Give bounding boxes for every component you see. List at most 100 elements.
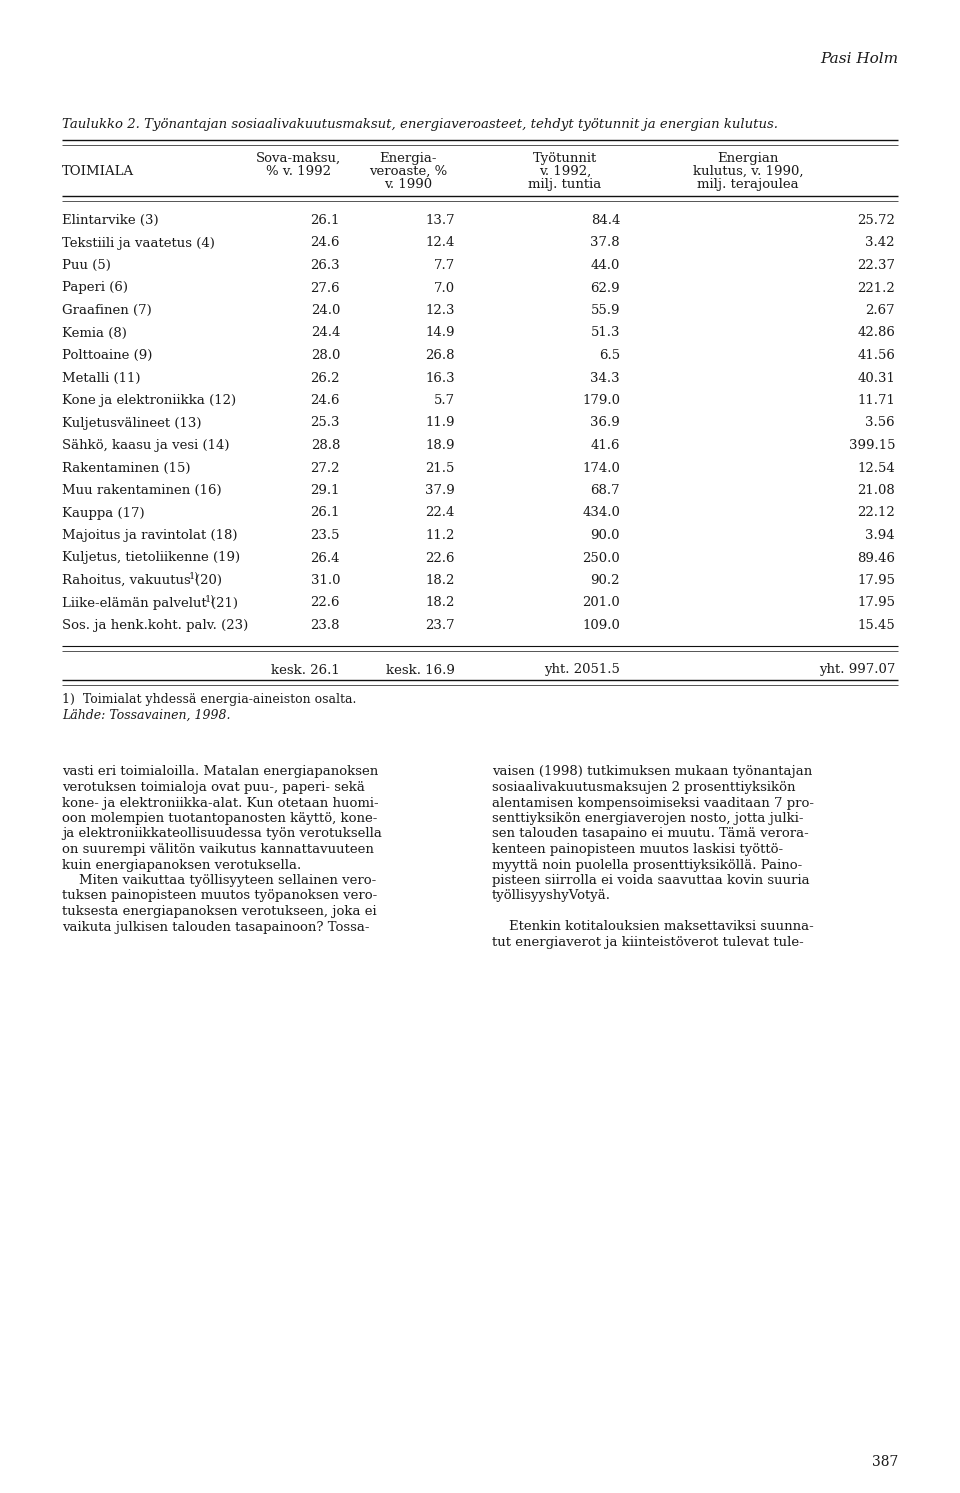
Text: Etenkin kotitalouksien maksettaviksi suunna-: Etenkin kotitalouksien maksettaviksi suu… <box>509 921 814 933</box>
Text: 23.7: 23.7 <box>425 620 455 632</box>
Text: Lähde: Tossavainen, 1998.: Lähde: Tossavainen, 1998. <box>62 709 230 721</box>
Text: sen talouden tasapaino ei muutu. Tämä verora-: sen talouden tasapaino ei muutu. Tämä ve… <box>492 827 808 841</box>
Text: 221.2: 221.2 <box>857 282 895 294</box>
Text: 11.2: 11.2 <box>425 529 455 542</box>
Text: 40.31: 40.31 <box>857 372 895 385</box>
Text: 5.7: 5.7 <box>434 394 455 408</box>
Text: 62.9: 62.9 <box>590 282 620 294</box>
Text: 21.08: 21.08 <box>857 484 895 497</box>
Text: kenteen painopisteen muutos laskisi työttö-: kenteen painopisteen muutos laskisi työt… <box>492 844 783 855</box>
Text: 3.94: 3.94 <box>865 529 895 542</box>
Text: verotuksen toimialoja ovat puu-, paperi- sekä: verotuksen toimialoja ovat puu-, paperi-… <box>62 781 365 794</box>
Text: 23.5: 23.5 <box>310 529 340 542</box>
Text: 90.0: 90.0 <box>590 529 620 542</box>
Text: on suurempi välitön vaikutus kannattavuuteen: on suurempi välitön vaikutus kannattavuu… <box>62 844 373 855</box>
Text: 28.8: 28.8 <box>311 439 340 452</box>
Text: 179.0: 179.0 <box>582 394 620 408</box>
Text: Paperi (6): Paperi (6) <box>62 282 128 294</box>
Text: Metalli (11): Metalli (11) <box>62 372 140 385</box>
Text: Puu (5): Puu (5) <box>62 258 110 272</box>
Text: 22.6: 22.6 <box>425 551 455 564</box>
Text: 387: 387 <box>872 1456 898 1469</box>
Text: 11.71: 11.71 <box>857 394 895 408</box>
Text: 6.5: 6.5 <box>599 349 620 361</box>
Text: 25.72: 25.72 <box>857 213 895 227</box>
Text: 434.0: 434.0 <box>582 506 620 520</box>
Text: 7.7: 7.7 <box>434 258 455 272</box>
Text: TOIMIALA: TOIMIALA <box>62 166 134 178</box>
Text: työllisyyshyVotyä.: työllisyyshyVotyä. <box>492 890 611 902</box>
Text: vaikuta julkisen talouden tasapainoon? Tossa-: vaikuta julkisen talouden tasapainoon? T… <box>62 921 370 933</box>
Text: 37.8: 37.8 <box>590 236 620 249</box>
Text: 27.6: 27.6 <box>310 282 340 294</box>
Text: 28.0: 28.0 <box>311 349 340 361</box>
Text: 24.6: 24.6 <box>310 394 340 408</box>
Text: Sähkö, kaasu ja vesi (14): Sähkö, kaasu ja vesi (14) <box>62 439 229 452</box>
Text: 41.56: 41.56 <box>857 349 895 361</box>
Text: 22.12: 22.12 <box>857 506 895 520</box>
Text: 26.4: 26.4 <box>310 551 340 564</box>
Text: 250.0: 250.0 <box>583 551 620 564</box>
Text: pisteen siirrolla ei voida saavuttaa kovin suuria: pisteen siirrolla ei voida saavuttaa kov… <box>492 873 809 887</box>
Text: 29.1: 29.1 <box>310 484 340 497</box>
Text: Työtunnit: Työtunnit <box>533 152 597 166</box>
Text: Rahoitus, vakuutus (20): Rahoitus, vakuutus (20) <box>62 573 222 587</box>
Text: Kemia (8): Kemia (8) <box>62 327 127 339</box>
Text: Taulukko 2. Työnantajan sosiaalivakuutusmaksut, energiaveroasteet, tehdyt työtun: Taulukko 2. Työnantajan sosiaalivakuutus… <box>62 118 778 131</box>
Text: tut energiaverot ja kiinteistöverot tulevat tule-: tut energiaverot ja kiinteistöverot tule… <box>492 936 804 950</box>
Text: 25.3: 25.3 <box>310 417 340 430</box>
Text: yht. 2051.5: yht. 2051.5 <box>544 663 620 676</box>
Text: tuksen painopisteen muutos työpanoksen vero-: tuksen painopisteen muutos työpanoksen v… <box>62 890 377 902</box>
Text: sosiaalivakuutusmaksujen 2 prosenttiyksikön: sosiaalivakuutusmaksujen 2 prosenttiyksi… <box>492 781 796 794</box>
Text: Energian: Energian <box>717 152 779 166</box>
Text: Liike-elämän palvelut (21): Liike-elämän palvelut (21) <box>62 597 238 609</box>
Text: ja elektroniikkateollisuudessa työn verotuksella: ja elektroniikkateollisuudessa työn vero… <box>62 827 382 841</box>
Text: 42.86: 42.86 <box>857 327 895 339</box>
Text: 2.67: 2.67 <box>865 305 895 317</box>
Text: tuksesta energiapanoksen verotukseen, joka ei: tuksesta energiapanoksen verotukseen, jo… <box>62 905 376 918</box>
Text: 15.45: 15.45 <box>857 620 895 632</box>
Text: 17.95: 17.95 <box>857 597 895 609</box>
Text: Kuljetus, tietoliikenne (19): Kuljetus, tietoliikenne (19) <box>62 551 240 564</box>
Text: 14.9: 14.9 <box>425 327 455 339</box>
Text: Rakentaminen (15): Rakentaminen (15) <box>62 461 190 475</box>
Text: 26.3: 26.3 <box>310 258 340 272</box>
Text: 17.95: 17.95 <box>857 573 895 587</box>
Text: 90.2: 90.2 <box>590 573 620 587</box>
Text: % v. 1992: % v. 1992 <box>266 166 330 178</box>
Text: yht. 997.07: yht. 997.07 <box>819 663 895 676</box>
Text: 27.2: 27.2 <box>310 461 340 475</box>
Text: 13.7: 13.7 <box>425 213 455 227</box>
Text: Kone ja elektroniikka (12): Kone ja elektroniikka (12) <box>62 394 236 408</box>
Text: 68.7: 68.7 <box>590 484 620 497</box>
Text: 24.4: 24.4 <box>311 327 340 339</box>
Text: kesk. 26.1: kesk. 26.1 <box>272 663 340 676</box>
Text: Majoitus ja ravintolat (18): Majoitus ja ravintolat (18) <box>62 529 237 542</box>
Text: 23.8: 23.8 <box>310 620 340 632</box>
Text: 22.37: 22.37 <box>857 258 895 272</box>
Text: 7.0: 7.0 <box>434 282 455 294</box>
Text: 44.0: 44.0 <box>590 258 620 272</box>
Text: 24.0: 24.0 <box>311 305 340 317</box>
Text: 174.0: 174.0 <box>582 461 620 475</box>
Text: Miten vaikuttaa työllisyyteen sellainen vero-: Miten vaikuttaa työllisyyteen sellainen … <box>79 873 376 887</box>
Text: 3.56: 3.56 <box>865 417 895 430</box>
Text: 89.46: 89.46 <box>857 551 895 564</box>
Text: 31.0: 31.0 <box>310 573 340 587</box>
Text: 201.0: 201.0 <box>583 597 620 609</box>
Text: vasti eri toimialoilla. Matalan energiapanoksen: vasti eri toimialoilla. Matalan energiap… <box>62 766 378 778</box>
Text: Kuljetusvälineet (13): Kuljetusvälineet (13) <box>62 417 202 430</box>
Text: vaisen (1998) tutkimuksen mukaan työnantajan: vaisen (1998) tutkimuksen mukaan työnant… <box>492 766 812 778</box>
Text: 399.15: 399.15 <box>849 439 895 452</box>
Text: alentamisen kompensoimiseksi vaaditaan 7 pro-: alentamisen kompensoimiseksi vaaditaan 7… <box>492 796 814 809</box>
Text: 34.3: 34.3 <box>590 372 620 385</box>
Text: 18.2: 18.2 <box>425 573 455 587</box>
Text: 12.54: 12.54 <box>857 461 895 475</box>
Text: 51.3: 51.3 <box>590 327 620 339</box>
Text: 22.6: 22.6 <box>310 597 340 609</box>
Text: 21.5: 21.5 <box>425 461 455 475</box>
Text: 41.6: 41.6 <box>590 439 620 452</box>
Text: 37.9: 37.9 <box>425 484 455 497</box>
Text: 1): 1) <box>205 594 215 603</box>
Text: Sos. ja henk.koht. palv. (23): Sos. ja henk.koht. palv. (23) <box>62 620 249 632</box>
